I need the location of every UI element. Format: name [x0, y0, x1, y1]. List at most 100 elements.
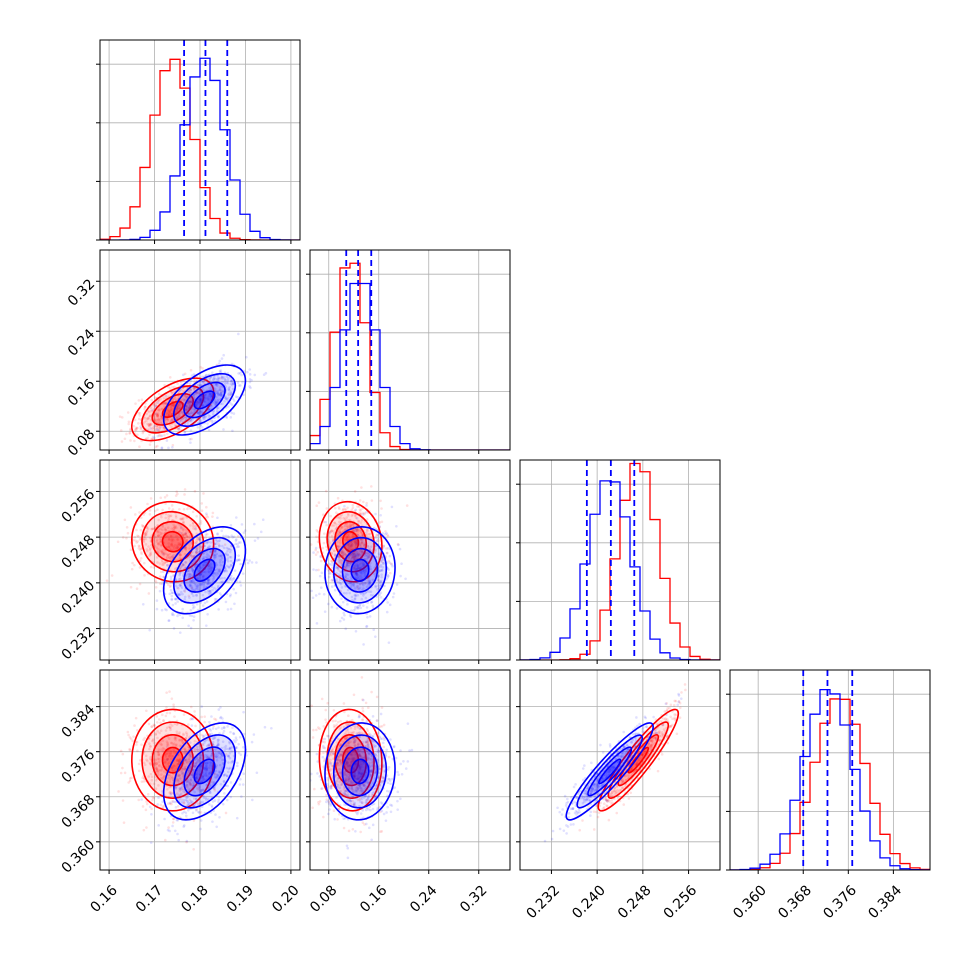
panel-3-3: 0.360 0.368 0.376 0.384 — [726, 669, 931, 922]
panel-0-0 — [96, 39, 301, 244]
contour-series_a — [141, 385, 205, 434]
x-tick-label: 0.08 — [307, 882, 340, 915]
histogram-series_a — [730, 698, 930, 870]
panel-content — [118, 332, 268, 450]
contour-series_b — [173, 536, 237, 604]
contour-series_a — [627, 746, 650, 774]
panel-content — [543, 683, 687, 843]
grid-lines — [310, 250, 510, 450]
y-tick-label: 0.240 — [59, 578, 99, 618]
panel-content — [310, 250, 510, 450]
contour-series_b — [324, 526, 396, 615]
contour-series_b — [587, 746, 633, 797]
contour-series_b — [183, 381, 226, 419]
contour-series_a — [161, 400, 184, 418]
y-tick-label: 0.248 — [59, 532, 99, 572]
x-tick-label: 0.20 — [269, 882, 302, 915]
contour-series_a — [141, 721, 205, 799]
panel-2-2 — [516, 459, 721, 664]
contour-series_b — [183, 547, 226, 593]
panel-3-1: 0.08 0.16 0.24 0.32 — [306, 669, 511, 916]
density-fill-series_b — [342, 747, 378, 796]
grid-lines — [310, 670, 510, 870]
panel-frame — [309, 669, 511, 871]
panel-1-1 — [306, 249, 511, 454]
x-tick-label: 0.240 — [569, 882, 609, 922]
contour-series_a — [597, 708, 680, 812]
panel-2-1 — [306, 459, 511, 664]
histogram-series_b — [310, 282, 510, 450]
density-fill-series_b — [351, 759, 369, 784]
contour-series_a — [151, 392, 194, 426]
contour-series_b — [598, 758, 622, 785]
density-fill-series_a — [162, 531, 183, 552]
density-fill-series_a — [142, 385, 204, 433]
contour-series_a — [131, 377, 215, 442]
y-tick-label: 0.368 — [59, 792, 99, 832]
contour-series_a — [131, 500, 215, 583]
contour-series_a — [326, 721, 375, 799]
contour-series_b — [341, 547, 379, 593]
y-tick-label: 0.256 — [59, 486, 99, 526]
y-tick-label: 0.08 — [65, 426, 98, 459]
contour-series_b — [193, 558, 216, 582]
contour-series_a — [141, 510, 205, 573]
x-tick-label: 0.17 — [133, 882, 166, 915]
x-tick-label: 0.360 — [730, 882, 770, 922]
density-fill-series_a — [608, 722, 669, 799]
panel-frame — [729, 669, 931, 871]
density-fill-series_a — [342, 747, 359, 773]
panel-3-2: 0.232 0.240 0.248 0.256 — [516, 669, 721, 922]
histogram-series_b — [730, 688, 930, 870]
grid-lines — [730, 670, 930, 870]
density-fill-series_b — [342, 548, 378, 592]
density-fill-series_a — [152, 521, 194, 562]
x-tick-label: 0.18 — [178, 882, 211, 915]
contour-series_b — [576, 734, 644, 809]
density-fill-series_a — [335, 521, 367, 562]
panels-layer: 0.080.160.240.320.2320.2400.2480.2560.16… — [59, 39, 931, 922]
x-tick-label: 0.32 — [457, 882, 490, 915]
y-tick-label: 0.232 — [59, 624, 99, 664]
panel-3-0: 0.16 0.17 0.18 0.19 0.20 0.360 0.368 0.376 0.384 — [59, 669, 303, 916]
density-fill-series_b — [173, 735, 236, 808]
y-tick-label: 0.376 — [59, 747, 99, 787]
density-fill-series_a — [162, 401, 183, 418]
contour-series_b — [350, 558, 370, 582]
x-tick-label: 0.376 — [820, 882, 860, 922]
density-fill-series_b — [173, 537, 236, 603]
contour-series_a — [151, 520, 194, 563]
contour-series_a — [318, 708, 383, 812]
panel-content — [100, 690, 273, 851]
contour-series_b — [341, 746, 379, 797]
panel-content — [520, 460, 720, 660]
contour-series_b — [565, 722, 654, 821]
panel-content — [310, 485, 409, 646]
density-fill-series_b — [184, 382, 226, 418]
contour-series_b — [193, 758, 216, 785]
panel-frame — [519, 459, 721, 661]
contour-series_a — [607, 721, 670, 799]
density-fill-series_a — [152, 393, 194, 425]
panel-1-0: 0.08 0.16 0.24 0.32 — [65, 249, 301, 460]
contour-series_b — [193, 390, 216, 410]
y-tick-label: 0.32 — [65, 276, 98, 309]
contour-series_a — [131, 708, 215, 812]
y-tick-label: 0.24 — [65, 326, 98, 359]
grid-lines — [100, 460, 300, 660]
panel-frame — [309, 459, 511, 661]
contour-series_b — [324, 722, 396, 821]
density-fill-series_a — [628, 747, 649, 773]
contour-series_b — [332, 536, 388, 604]
density-fill-series_b — [598, 759, 621, 784]
density-fill-series_b — [173, 373, 236, 427]
histogram-series_a — [310, 262, 510, 450]
density-fill-series_a — [342, 531, 359, 552]
panel-content — [730, 670, 930, 870]
x-tick-label: 0.248 — [615, 882, 655, 922]
panel-content — [310, 676, 414, 860]
x-tick-label: 0.19 — [224, 882, 257, 915]
x-tick-label: 0.232 — [524, 882, 564, 922]
contour-series_b — [350, 758, 370, 785]
contour-series_b — [162, 526, 247, 615]
